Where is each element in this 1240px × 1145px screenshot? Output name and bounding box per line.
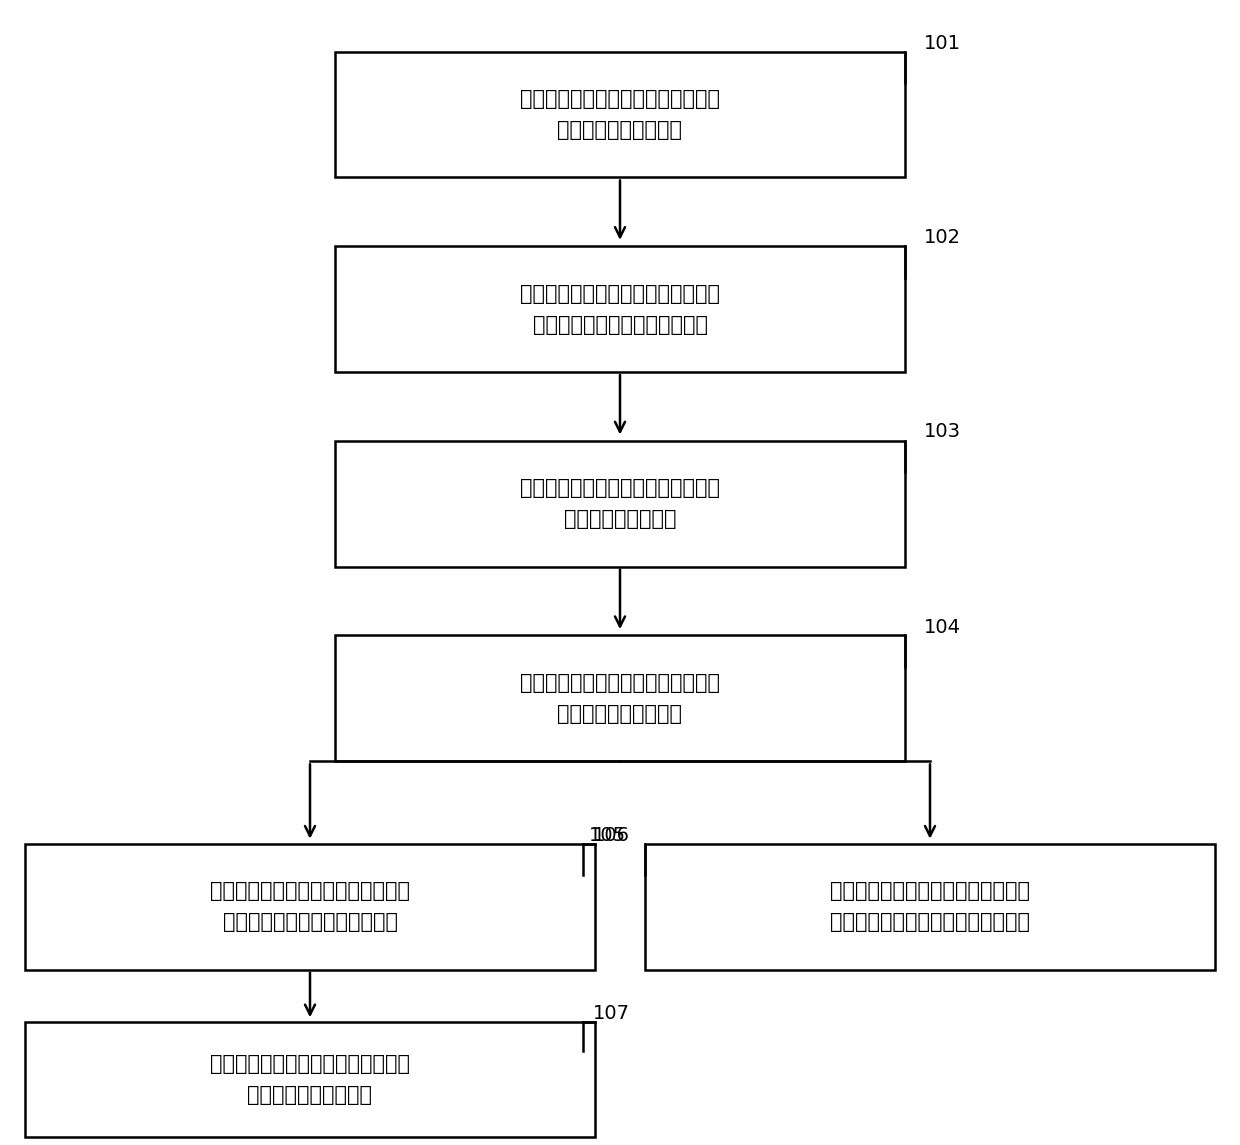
Bar [25, 1022, 595, 1137]
Bar [335, 52, 905, 177]
Bar [335, 246, 905, 372]
Bar [335, 441, 905, 567]
Text: 101: 101 [924, 34, 961, 53]
Bar [25, 844, 595, 970]
Text: 107: 107 [593, 1004, 630, 1022]
Text: 105: 105 [589, 827, 626, 845]
Text: 当前节点根据接收到外地候选哈希値
的时间先后顺序确定备选哈希値: 当前节点根据接收到外地候选哈希値 的时间先后顺序确定备选哈希値 [210, 882, 410, 932]
Text: 104: 104 [924, 618, 961, 637]
Text: 当前节点从本地候选哈希値和备选哈
希値中选择目标哈希値: 当前节点从本地候选哈希値和备选哈 希値中选择目标哈希値 [210, 1055, 410, 1105]
Text: 106: 106 [593, 827, 630, 845]
Text: 当前节点在本地候选哈希値对应的广
播时刻向区块链广播本地候选哈希値: 当前节点在本地候选哈希値对应的广 播时刻向区块链广播本地候选哈希値 [830, 882, 1030, 932]
Bar [645, 844, 1215, 970]
Text: 103: 103 [924, 423, 961, 441]
Text: 当前节点获取区块链中末位区块的记
账节点广播的第一数据: 当前节点获取区块链中末位区块的记 账节点广播的第一数据 [520, 89, 720, 140]
Text: 当前节点按照第一算法确定本地候选
哈希値对应的广播时刻: 当前节点按照第一算法确定本地候选 哈希値对应的广播时刻 [520, 673, 720, 724]
Text: 当前节点利用本地私鑰对第一数据的
哈希値进行签名，得到第二数据: 当前节点利用本地私鑰对第一数据的 哈希値进行签名，得到第二数据 [520, 284, 720, 334]
Bar [335, 635, 905, 761]
Text: 当前节点对第二数据进行哈希运算，
得到本地候选哈希値: 当前节点对第二数据进行哈希运算， 得到本地候选哈希値 [520, 479, 720, 529]
Text: 102: 102 [924, 228, 961, 246]
